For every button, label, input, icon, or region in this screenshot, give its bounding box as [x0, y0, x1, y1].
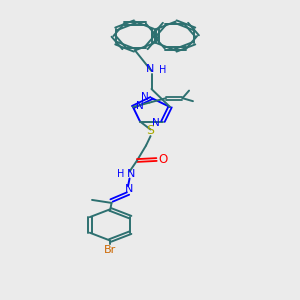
Text: N: N: [127, 169, 135, 178]
Text: O: O: [158, 153, 168, 166]
Text: S: S: [146, 124, 154, 137]
Text: H: H: [159, 65, 167, 75]
Text: Br: Br: [104, 245, 116, 255]
Text: N: N: [136, 101, 143, 111]
Text: N: N: [146, 64, 154, 74]
Text: H: H: [117, 169, 124, 178]
Text: N: N: [141, 92, 149, 102]
Text: N: N: [125, 184, 134, 194]
Text: N: N: [152, 118, 160, 128]
